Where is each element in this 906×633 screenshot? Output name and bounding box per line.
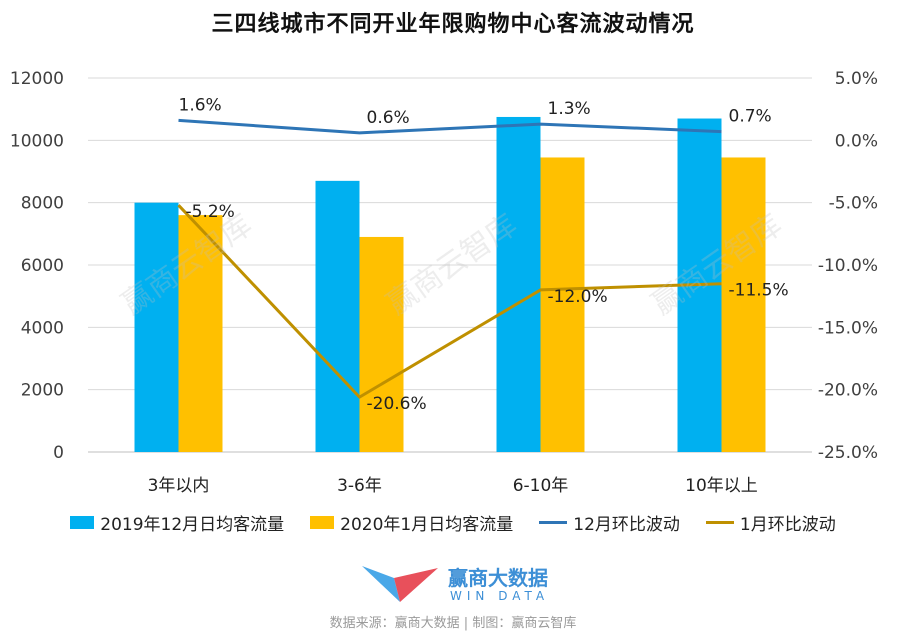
windata-logo-icon xyxy=(362,566,438,602)
data-label: 1.6% xyxy=(179,95,222,115)
data-label: -12.0% xyxy=(548,287,608,307)
bar-jan-2020 xyxy=(540,157,585,452)
legend-item: 2019年12月日均客流量 xyxy=(70,510,284,535)
y-left-tick-label: 8000 xyxy=(21,194,64,214)
legend-swatch xyxy=(705,521,734,524)
legend-swatch xyxy=(70,516,95,529)
line-dec-change xyxy=(178,118,722,135)
legend-label: 2020年1月日均客流量 xyxy=(340,515,514,535)
x-category-label: 10年以上 xyxy=(685,476,758,496)
data-label: 0.7% xyxy=(729,107,772,127)
bar-jan-2020 xyxy=(359,236,404,452)
y-left-tick-label: 4000 xyxy=(21,318,64,338)
y-left-tick-label: 2000 xyxy=(21,381,64,401)
legend-label: 2019年12月日均客流量 xyxy=(100,515,285,535)
y-right-tick-label: -10.0% xyxy=(818,256,878,276)
y-right-tick-label: 0.0% xyxy=(835,131,878,151)
y-right-tick-label: -25.0% xyxy=(818,443,878,463)
x-category-label: 6-10年 xyxy=(513,476,569,496)
legend: 2019年12月日均客流量 2020年1月日均客流量 12月环比波动 1月环比波动 xyxy=(0,510,906,535)
bar-jan-2020 xyxy=(721,157,766,452)
legend-item: 2020年1月日均客流量 xyxy=(310,510,513,535)
y-right-tick-label: -5.0% xyxy=(829,194,878,214)
line-jan-change xyxy=(177,204,722,399)
legend-swatch xyxy=(310,516,335,529)
logo-name: 赢商大数据 xyxy=(448,566,548,590)
logo-subtitle: WIN DATA xyxy=(450,589,550,603)
y-left-tick-label: 6000 xyxy=(21,256,64,276)
y-right-tick-label: -15.0% xyxy=(818,318,878,338)
bar-dec-2019 xyxy=(134,202,179,452)
bar-jan-2020 xyxy=(178,215,223,452)
y-right-tick-label: -20.0% xyxy=(818,381,878,401)
legend-item: 1月环比波动 xyxy=(705,510,836,535)
bar-dec-2019 xyxy=(315,180,360,452)
source-note: 数据来源：赢商大数据 | 制图：赢商云智库 xyxy=(329,616,577,631)
data-label: 0.6% xyxy=(367,108,410,128)
legend-label: 12月环比波动 xyxy=(573,515,680,535)
legend-item: 12月环比波动 xyxy=(539,510,680,535)
data-label: -11.5% xyxy=(729,281,789,301)
data-label: -20.6% xyxy=(367,394,427,414)
y-right-tick-label: 5.0% xyxy=(835,69,878,89)
data-label: -5.2% xyxy=(186,202,235,222)
legend-swatch xyxy=(539,521,568,524)
x-category-label: 3年以内 xyxy=(148,476,210,496)
y-left-tick-label: 0 xyxy=(53,443,64,463)
bar-dec-2019 xyxy=(496,116,541,452)
data-label: 1.3% xyxy=(548,99,591,119)
legend-label: 1月环比波动 xyxy=(739,515,836,535)
x-category-label: 3-6年 xyxy=(337,476,382,496)
combo-chart: 0 2000 4000 6000 8000 10000 12000 -25.0% -20.0% -… xyxy=(10,69,878,496)
y-left-tick-label: 12000 xyxy=(10,69,64,89)
chart-title: 三四线城市不同开业年限购物中心客流波动情况 xyxy=(211,12,695,37)
y-left-tick-label: 10000 xyxy=(10,131,64,151)
